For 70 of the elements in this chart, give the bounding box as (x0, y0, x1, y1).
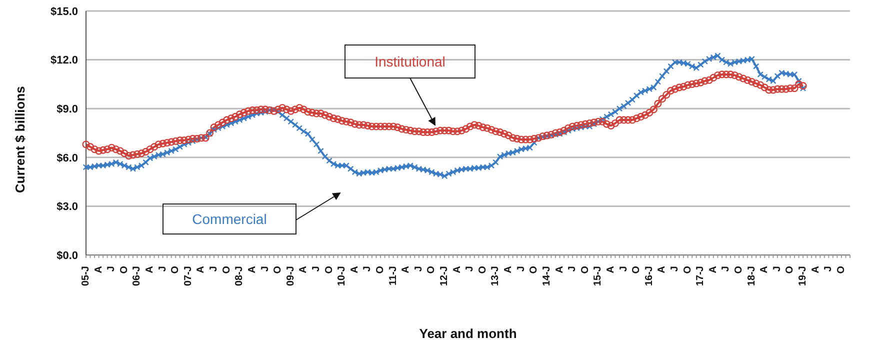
x-tick-label: J (362, 266, 374, 272)
x-tick-label: J (464, 266, 476, 272)
x-tick-label: O (734, 266, 745, 274)
x-tick-label: J (106, 266, 118, 272)
x-tick-label: 06-J (132, 266, 143, 286)
x-tick-label: J (720, 266, 732, 272)
text: Institutional (374, 54, 446, 70)
x-tick-label: J (310, 266, 322, 272)
x-tick-label: A (452, 266, 463, 274)
x-tick-label: O (272, 266, 284, 274)
x-tick-label: O (784, 266, 796, 274)
x-axis-title: Year and month (419, 326, 517, 340)
x-tick-label: J (208, 266, 220, 272)
x-tick-label: 11-J (388, 266, 399, 286)
x-tick-label: J (670, 266, 681, 272)
x-tick-label: 08-J (234, 266, 246, 286)
x-tick-label: 19-J (798, 266, 809, 286)
x-tick-label: J (823, 266, 834, 272)
x-tick-label: 14-J (541, 266, 552, 286)
x-tick-label: O (426, 266, 438, 274)
x-tick-label: O (221, 266, 232, 274)
x-tick-label: O (324, 266, 335, 274)
y-tick-label: $9.0 (56, 104, 78, 116)
x-tick-label: A (810, 266, 822, 274)
x-tick-label: O (580, 266, 591, 274)
x-tick-label: O (631, 266, 642, 274)
x-tick-label: A (196, 266, 207, 274)
x-tick-label: 07-J (182, 266, 194, 286)
text: Commercial (192, 211, 267, 227)
x-tick-label: A (656, 266, 668, 274)
x-tick-label: A (298, 266, 310, 274)
x-tick-label: 17-J (695, 266, 706, 286)
x-tick-label: O (836, 266, 847, 274)
x-tick-label: A (144, 266, 156, 274)
x-tick-label: J (260, 266, 271, 272)
x-tick-label: 13-J (490, 266, 502, 286)
x-tick-label: A (605, 266, 616, 274)
x-tick-label: O (118, 266, 130, 274)
x-tick-label: A (400, 266, 412, 274)
y-axis-title: Current $ billions (12, 86, 28, 193)
x-tick-label: J (516, 266, 527, 272)
y-tick-label: $6.0 (56, 152, 78, 164)
x-tick-label: 18-J (746, 266, 758, 286)
x-tick-label: 16-J (644, 266, 655, 286)
x-tick-label: A (349, 266, 360, 274)
x-tick-label: J (413, 266, 424, 272)
x-tick-label: 12-J (439, 266, 450, 286)
x-tick-label: A (759, 266, 770, 274)
x-tick-label: 09-J (285, 266, 296, 286)
x-tick-label: J (567, 266, 578, 272)
x-tick-label: O (375, 266, 386, 274)
x-tick-label: 05-J (80, 266, 92, 286)
x-tick-label: J (618, 266, 630, 272)
y-tick-label: $12.0 (50, 54, 78, 67)
x-tick-label: A (246, 266, 258, 274)
x-tick-label: A (708, 266, 719, 274)
x-tick-label: A (503, 266, 514, 274)
y-tick-label: $15.0 (50, 6, 78, 18)
x-tick-label: O (170, 266, 182, 274)
x-tick-label: O (682, 266, 694, 274)
x-tick-label: O (477, 266, 488, 274)
x-tick-label: J (772, 266, 783, 272)
x-tick-label: O (528, 266, 540, 274)
x-tick-label: A (93, 266, 104, 274)
x-tick-label: A (554, 266, 566, 274)
x-tick-label: 10-J (336, 266, 348, 286)
y-tick-label: $0.0 (56, 250, 78, 262)
x-tick-label: 15-J (592, 266, 604, 286)
y-tick-label: $3.0 (56, 201, 78, 214)
x-tick-label: J (157, 266, 168, 272)
